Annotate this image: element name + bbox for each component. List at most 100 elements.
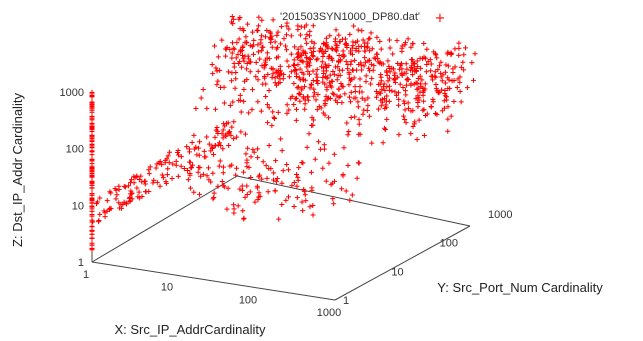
data-point [153,165,159,171]
data-point [219,37,225,43]
data-point [326,115,332,121]
data-point [439,87,445,93]
data-point [448,113,454,119]
data-point [233,172,239,178]
data-point [334,77,340,83]
data-point [392,70,398,76]
data-point [306,33,312,39]
data-point [286,74,292,80]
data-point [220,164,226,170]
data-point [417,73,423,79]
data-point [291,62,297,68]
data-point [355,160,361,166]
z-tick-label: 1 [78,257,84,269]
data-point [237,92,243,98]
data-point [428,73,434,79]
data-point [374,51,380,57]
data-point [367,35,373,41]
data-point [324,74,330,80]
legend-marker: + [435,11,446,26]
data-point [167,149,173,155]
data-point [346,75,352,81]
data-point [146,189,152,195]
data-point [213,106,219,112]
data-point [208,179,214,185]
data-point [279,148,285,154]
data-point [121,199,127,205]
data-point [346,94,352,100]
data-point [402,88,408,94]
data-point [231,16,237,22]
data-point [231,46,237,52]
data-point [276,216,282,222]
data-point [433,52,439,58]
data-point [359,95,365,101]
data-point [271,177,277,183]
axes-box [91,92,471,301]
data-point [404,82,410,88]
data-point [236,36,242,42]
data-point [106,207,112,213]
data-point [304,64,310,70]
data-point [471,77,477,83]
data-point [355,99,361,105]
data-point [186,146,192,152]
data-point [296,165,302,171]
data-point [297,66,303,72]
data-point [414,137,420,143]
y-tick-labels: 1 10 100 1000 [343,209,512,307]
data-point [356,48,362,54]
data-point [239,48,245,54]
data-point [89,145,95,151]
data-point [259,17,265,23]
data-point [351,23,357,29]
data-point [326,95,332,101]
data-point [194,152,200,158]
data-point [368,61,374,67]
data-point [410,72,416,78]
data-point [356,117,362,123]
data-point [142,178,148,184]
data-point [382,127,388,133]
data-point [448,50,454,56]
data-point [175,152,181,158]
data-point [385,58,391,64]
data-point [326,55,332,61]
data-point [442,93,448,99]
data-point [249,87,255,93]
data-point [266,143,272,149]
data-point [375,106,381,112]
z-tick-labels: 1 10 100 1000 [60,87,84,269]
data-point [247,43,253,49]
data-point [299,159,305,165]
data-point [351,75,357,81]
data-point [415,63,421,69]
data-point [303,55,309,61]
data-point [333,42,339,48]
data-point [336,67,342,73]
data-point [221,84,227,90]
data-point [89,179,95,185]
data-point [348,61,354,67]
data-point [188,185,194,191]
data-point [263,163,269,169]
data-point [392,76,398,82]
data-point [296,90,302,96]
data-point [410,41,416,47]
data-point [245,145,251,151]
data-point [134,173,140,179]
data-point [214,68,220,74]
data-point [363,79,369,85]
data-point [273,179,279,185]
data-point [255,23,261,29]
data-point [185,168,191,174]
data-point [294,85,300,91]
data-point [307,63,313,69]
data-point [198,95,204,101]
data-point [302,192,308,198]
data-point [231,202,237,208]
data-point [314,107,320,113]
data-point [384,93,390,99]
data-point [285,167,291,173]
data-point [284,110,290,116]
